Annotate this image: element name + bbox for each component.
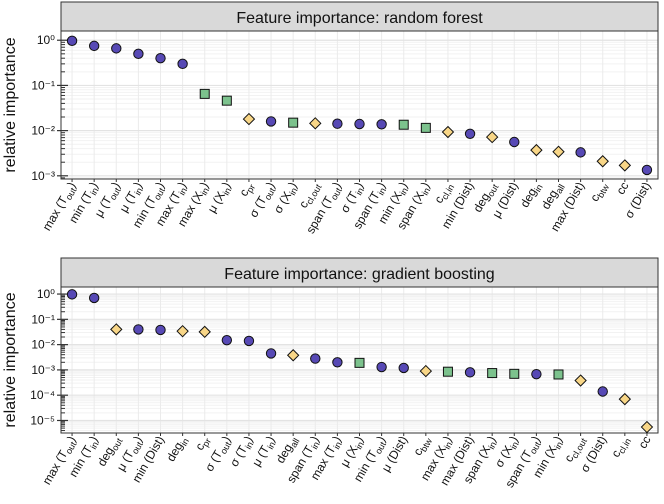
data-point (221, 334, 233, 346)
y-tick-label: 10⁰ (37, 33, 55, 47)
x-tick-label: cbtw (587, 179, 611, 205)
chart-panel-1: Feature importance: random forest 10⁰ 10⁻¹… (2, 1, 659, 236)
data-point (641, 164, 653, 176)
data-point (354, 357, 365, 368)
data-point (398, 119, 409, 130)
y-tick-label: 10⁻⁴ (30, 388, 55, 402)
x-tick-label: cpr (192, 434, 213, 454)
data-point (288, 117, 299, 128)
data-point (221, 95, 232, 106)
data-point (464, 367, 476, 378)
data-point (640, 420, 654, 434)
x-tick-label: max (Dist) (548, 180, 587, 234)
data-point (265, 116, 277, 127)
data-point (133, 324, 144, 335)
data-point (354, 118, 365, 130)
data-point (419, 364, 433, 378)
x-tick-label: cc (635, 434, 653, 451)
panel-title: Feature importance: random forest (236, 10, 483, 27)
data-point (66, 289, 78, 300)
y-tick-label: 10⁰ (37, 287, 55, 301)
data-point (618, 392, 632, 406)
y-tick-label: 10⁻⁵ (30, 413, 55, 427)
data-point (243, 335, 255, 347)
y-tick-label: 10⁻² (31, 124, 55, 138)
data-point (110, 323, 123, 336)
data-point (198, 325, 211, 339)
data-point (88, 40, 100, 52)
data-point (464, 128, 476, 140)
data-point (332, 118, 343, 129)
x-tick-label: cpr (236, 180, 257, 200)
data-point (574, 374, 587, 387)
data-point (485, 130, 499, 144)
data-point (442, 366, 453, 377)
data-point (531, 368, 542, 380)
chart-panel-2: Feature importance: gradient boosting 10⁰… (2, 257, 659, 490)
data-point (596, 155, 609, 168)
data-point (575, 147, 586, 158)
data-point (420, 122, 431, 133)
x-tick-label: σ (Xin) (271, 180, 302, 217)
x-tick-label: cc (613, 180, 631, 197)
data-point (332, 357, 343, 368)
data-point (552, 145, 565, 158)
y-axis-label: relative importance (2, 292, 19, 427)
data-point (177, 58, 188, 70)
y-tick-label: 10⁻³ (31, 363, 55, 377)
data-point (398, 362, 409, 374)
data-point (376, 361, 387, 373)
data-point (509, 368, 520, 379)
panel-title-strip (60, 257, 659, 288)
data-point (66, 35, 78, 47)
data-point (155, 324, 166, 336)
data-point (441, 125, 455, 139)
data-point (618, 159, 632, 172)
data-point (111, 43, 122, 54)
data-point (509, 136, 520, 148)
data-point (286, 349, 300, 362)
data-point (597, 386, 608, 397)
panel-title-strip (60, 1, 659, 32)
y-tick-label: 10⁻¹ (31, 78, 55, 92)
data-point (88, 292, 100, 304)
x-tick-label: μ (Xin) (205, 180, 235, 217)
y-axis-label: relative importance (2, 37, 19, 172)
data-point (553, 369, 564, 380)
data-point (176, 324, 189, 338)
x-tick-label: ccl,in (608, 434, 633, 461)
data-point (309, 117, 322, 130)
y-tick-label: 10⁻¹ (31, 312, 55, 326)
data-point (487, 368, 498, 379)
data-point (530, 143, 543, 157)
y-tick-label: 10⁻² (31, 338, 55, 352)
data-point (199, 88, 210, 99)
data-point (376, 119, 387, 130)
y-tick-label: 10⁻³ (31, 169, 55, 183)
data-point (242, 112, 256, 126)
data-point (155, 53, 166, 64)
x-tick-label: μ (Tin) (249, 434, 279, 470)
data-point (265, 348, 277, 359)
panel-title: Feature importance: gradient boosting (224, 266, 494, 283)
x-tick-label: degin (164, 434, 191, 465)
data-point (310, 353, 321, 364)
data-point (133, 48, 144, 60)
